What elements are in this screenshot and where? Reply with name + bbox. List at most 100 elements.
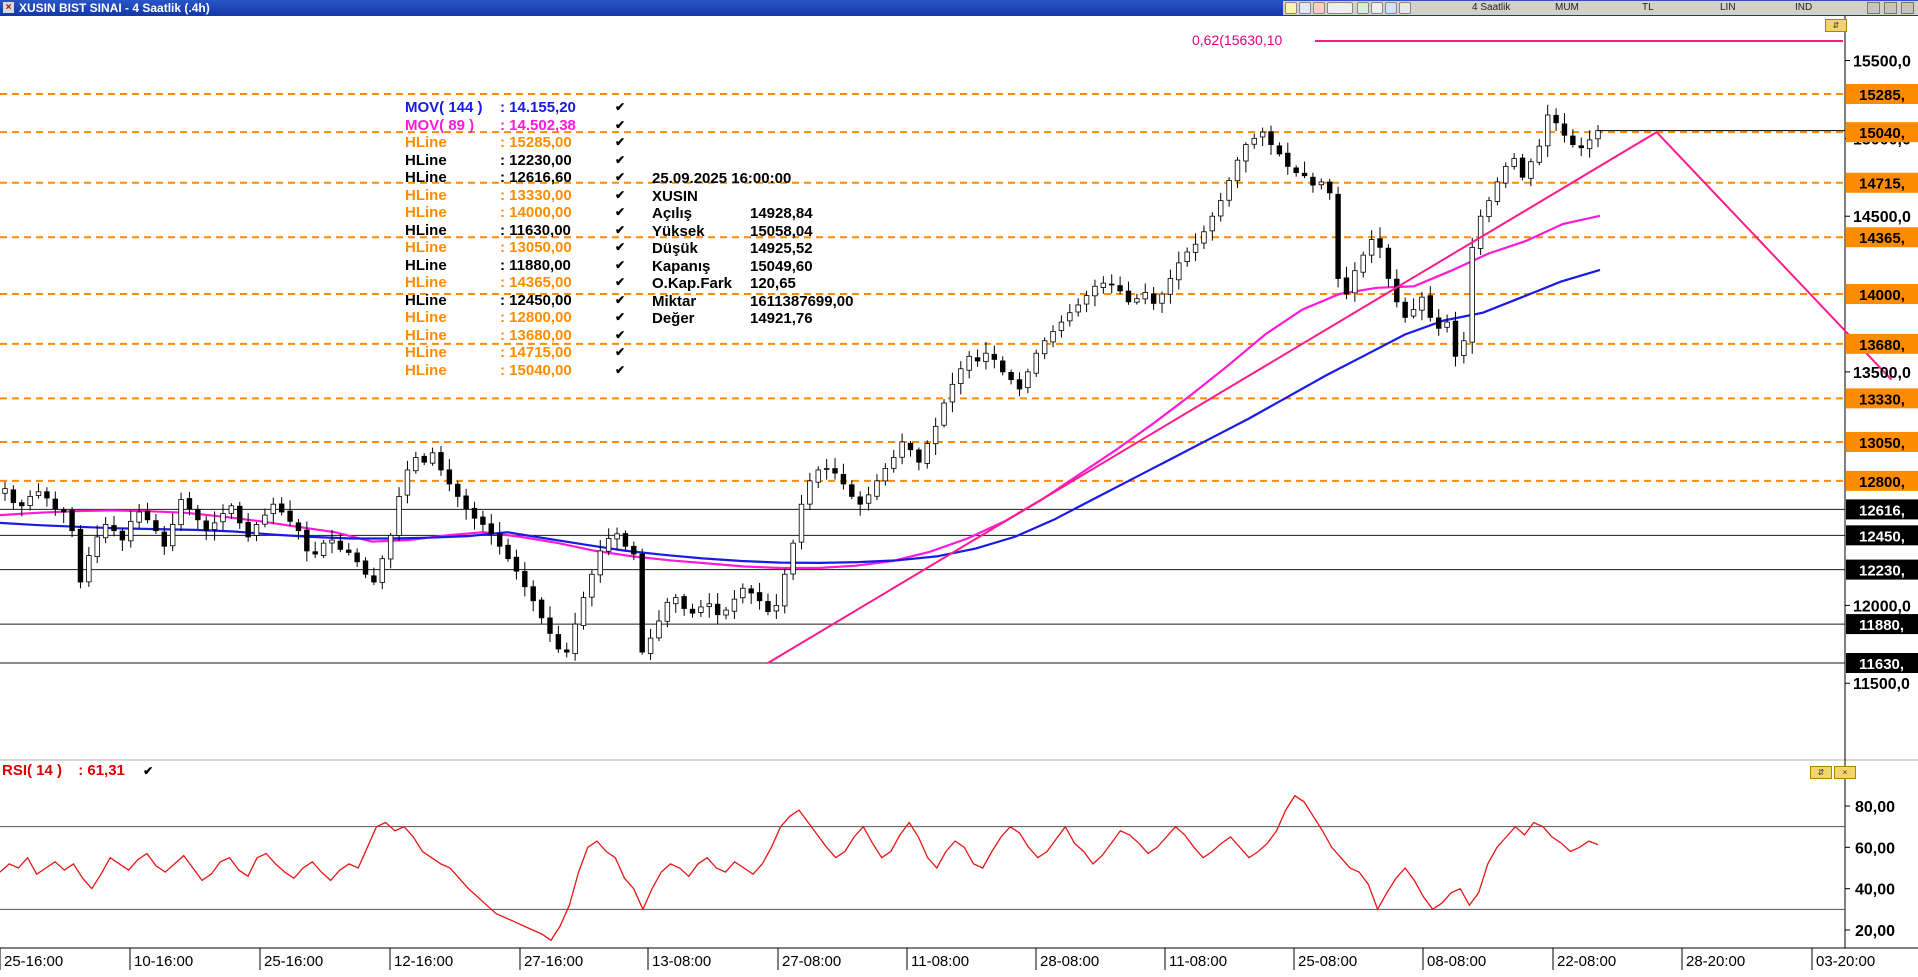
candle-body[interactable] [1377, 238, 1383, 248]
candle-body[interactable] [1276, 145, 1283, 155]
check-icon[interactable]: ✔ [615, 362, 626, 377]
candle-body[interactable] [899, 441, 905, 458]
candle-body[interactable] [379, 558, 385, 583]
candle-body[interactable] [1067, 312, 1073, 322]
candle-body[interactable] [1142, 292, 1148, 300]
candle-body[interactable] [1368, 239, 1375, 256]
candle-body[interactable] [1528, 161, 1534, 179]
candle-body[interactable] [941, 402, 947, 426]
candle-body[interactable] [1134, 298, 1140, 303]
candle-body[interactable] [991, 353, 998, 360]
candle-body[interactable] [891, 457, 897, 469]
candle-body[interactable] [287, 510, 293, 522]
candle-body[interactable] [555, 634, 562, 650]
candle-body[interactable] [580, 597, 587, 626]
candle-body[interactable] [882, 468, 889, 482]
candle-body[interactable] [538, 599, 545, 619]
candle-body[interactable] [706, 603, 712, 607]
candle-body[interactable] [807, 480, 813, 505]
hline-tag[interactable] [1846, 499, 1918, 520]
toolbar-period[interactable]: 4 Saatlik [1472, 2, 1511, 13]
candle-body[interactable] [1218, 200, 1224, 217]
hline-tag[interactable] [1846, 559, 1918, 580]
candle-body[interactable] [304, 529, 310, 552]
candle-body[interactable] [949, 383, 956, 403]
candle-body[interactable] [136, 511, 142, 523]
candle-body[interactable] [815, 469, 821, 483]
candle-body[interactable] [312, 551, 318, 555]
candle-body[interactable] [1586, 139, 1593, 150]
candle-body[interactable] [681, 596, 687, 609]
candle-body[interactable] [1092, 285, 1098, 297]
candle-body[interactable] [1125, 290, 1132, 303]
candle-body[interactable] [605, 538, 612, 552]
candle-body[interactable] [1251, 137, 1257, 145]
candle-body[interactable] [60, 509, 67, 513]
candle-body[interactable] [572, 623, 578, 654]
candle-body[interactable] [974, 357, 981, 362]
candle-body[interactable] [27, 496, 33, 506]
candle-body[interactable] [698, 606, 704, 613]
candle-body[interactable] [320, 542, 327, 556]
candle-body[interactable] [1117, 285, 1123, 292]
candle-body[interactable] [153, 520, 159, 532]
candle-body[interactable] [1050, 331, 1056, 343]
candle-body[interactable] [1167, 278, 1174, 295]
candle-body[interactable] [1570, 135, 1576, 145]
check-icon[interactable]: ✔ [615, 327, 626, 342]
candle-body[interactable] [1477, 215, 1484, 249]
candle-body[interactable] [1503, 165, 1509, 184]
rsi-line[interactable] [0, 794, 1599, 942]
check-icon[interactable]: ✔ [615, 345, 626, 359]
candle-body[interactable] [446, 469, 453, 485]
candle-body[interactable] [102, 524, 109, 539]
candle-body[interactable] [228, 505, 235, 514]
candle-body[interactable] [69, 510, 75, 532]
candle-body[interactable] [924, 443, 930, 464]
candle-body[interactable] [337, 540, 344, 550]
candle-body[interactable] [849, 484, 855, 497]
candle-body[interactable] [564, 649, 570, 653]
candle-body[interactable] [1360, 254, 1366, 273]
candle-body[interactable] [329, 539, 335, 544]
candle-body[interactable] [2, 488, 8, 494]
candle-body[interactable] [916, 449, 922, 463]
candle-body[interactable] [1444, 321, 1450, 328]
candle-body[interactable] [1000, 360, 1006, 373]
hline-tag[interactable] [1846, 388, 1918, 409]
candle-body[interactable] [1100, 282, 1107, 288]
candle-body[interactable] [1385, 247, 1392, 279]
hline-tag[interactable] [1846, 431, 1918, 452]
candle-body[interactable] [471, 507, 478, 519]
candle-body[interactable] [354, 552, 360, 563]
candle-body[interactable] [1209, 215, 1216, 232]
maximize-button[interactable] [1884, 2, 1897, 14]
check-icon[interactable]: ✔ [615, 205, 626, 219]
panel-resize-icon[interactable]: ⇵ [1825, 19, 1847, 32]
candle-body[interactable] [1419, 296, 1425, 311]
candle-body[interactable] [262, 514, 268, 525]
candle-body[interactable] [823, 468, 830, 470]
candle-body[interactable] [10, 489, 17, 504]
candle-body[interactable] [1352, 270, 1358, 294]
candle-body[interactable] [413, 457, 419, 472]
candle-body[interactable] [35, 491, 42, 496]
candle-body[interactable] [589, 573, 595, 598]
check-icon[interactable]: ✔ [615, 310, 626, 324]
candle-body[interactable] [1326, 181, 1333, 194]
candle-body[interactable] [362, 560, 369, 575]
candle-body[interactable] [488, 523, 494, 535]
hline-tag[interactable] [1846, 470, 1918, 491]
candle-body[interactable] [1335, 193, 1341, 279]
toolbar-currency[interactable]: TL [1642, 2, 1654, 13]
candle-body[interactable] [765, 601, 771, 613]
candle-body[interactable] [932, 425, 939, 445]
candle-body[interactable] [840, 473, 847, 485]
candle-body[interactable] [513, 556, 520, 572]
candle-body[interactable] [455, 483, 461, 497]
candle-body[interactable] [1268, 131, 1274, 145]
candle-body[interactable] [278, 503, 285, 513]
hline-tag[interactable] [1846, 284, 1918, 305]
candle-body[interactable] [1016, 379, 1023, 390]
check-icon[interactable]: ✔ [143, 764, 154, 778]
